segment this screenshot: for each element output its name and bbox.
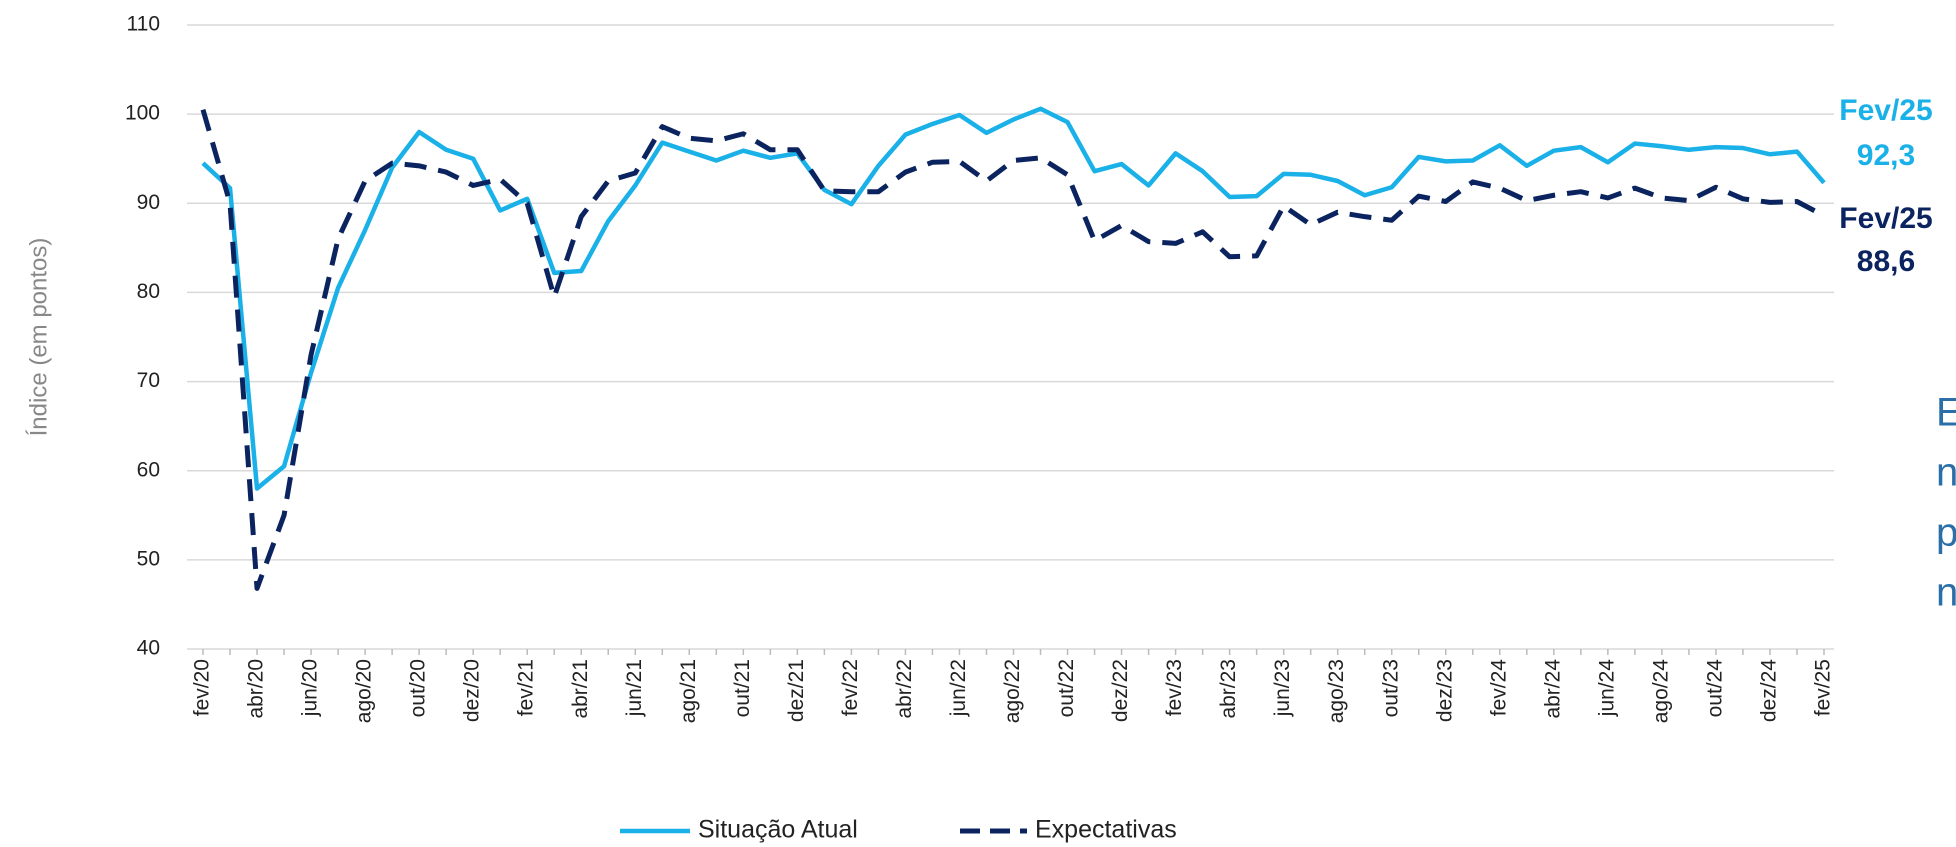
x-tick-label: jun/24 [1595, 659, 1618, 718]
x-tick-label: out/20 [407, 659, 430, 717]
x-tick-label: fev/24 [1487, 659, 1510, 717]
x-tick-label: abr/22 [893, 659, 916, 719]
x-tick-label: ago/21 [677, 659, 700, 723]
x-tick-label: fev/22 [839, 659, 862, 716]
x-tick-label: jun/21 [623, 659, 646, 717]
x-tick-label: fev/25 [1812, 659, 1835, 716]
x-tick-label: out/24 [1703, 659, 1726, 718]
y-tick-label: 50 [137, 547, 160, 570]
x-tick-label: dez/24 [1758, 659, 1781, 722]
end-label-period: Fev/25 [1839, 94, 1932, 127]
x-tick-label: dez/23 [1433, 659, 1456, 722]
end-label-value: 92,3 [1857, 139, 1915, 172]
y-tick-label: 110 [127, 13, 160, 36]
y-tick-label: 70 [137, 369, 160, 392]
x-tick-label: abr/20 [245, 659, 268, 719]
y-tick-label: 80 [137, 280, 160, 303]
x-tick-label: fev/21 [515, 659, 538, 716]
x-tick-label: dez/22 [1109, 659, 1132, 722]
x-tick-label: ago/23 [1325, 659, 1348, 723]
y-tick-label: 100 [125, 102, 160, 125]
side-text: n [1936, 451, 1956, 495]
side-text: n [1936, 571, 1956, 615]
x-tick-label: dez/20 [461, 659, 484, 722]
y-tick-label: 60 [137, 458, 160, 481]
x-tick-label: abr/24 [1541, 659, 1564, 719]
x-tick-label: out/21 [731, 659, 754, 717]
end-label-period: Fev/25 [1839, 202, 1932, 235]
x-tick-label: out/22 [1055, 659, 1078, 717]
series-line [200, 108, 1826, 591]
x-tick-label: fev/20 [191, 659, 214, 716]
legend-label: Expectativas [1035, 816, 1177, 844]
series-line [201, 106, 1826, 491]
legend-label: Situação Atual [698, 816, 858, 844]
y-tick-label: 40 [137, 637, 160, 660]
x-tick-label: out/23 [1379, 659, 1402, 717]
x-tick-label: abr/23 [1217, 659, 1240, 719]
x-tick-label: ago/22 [1001, 659, 1024, 723]
x-tick-label: jun/20 [299, 659, 322, 717]
x-tick-label: fev/23 [1163, 659, 1186, 716]
end-label-value: 88,6 [1857, 245, 1915, 278]
x-tick-label: abr/21 [569, 659, 592, 719]
side-text: p [1936, 511, 1956, 555]
y-axis-title: Índice (em pontos) [25, 238, 52, 437]
x-tick-label: dez/21 [785, 659, 808, 722]
y-tick-label: 90 [137, 191, 160, 214]
x-tick-label: ago/24 [1649, 659, 1672, 724]
x-tick-label: ago/20 [353, 659, 376, 723]
side-text: E [1936, 391, 1956, 435]
x-tick-label: jun/22 [947, 659, 970, 717]
x-tick-label: jun/23 [1271, 659, 1294, 717]
